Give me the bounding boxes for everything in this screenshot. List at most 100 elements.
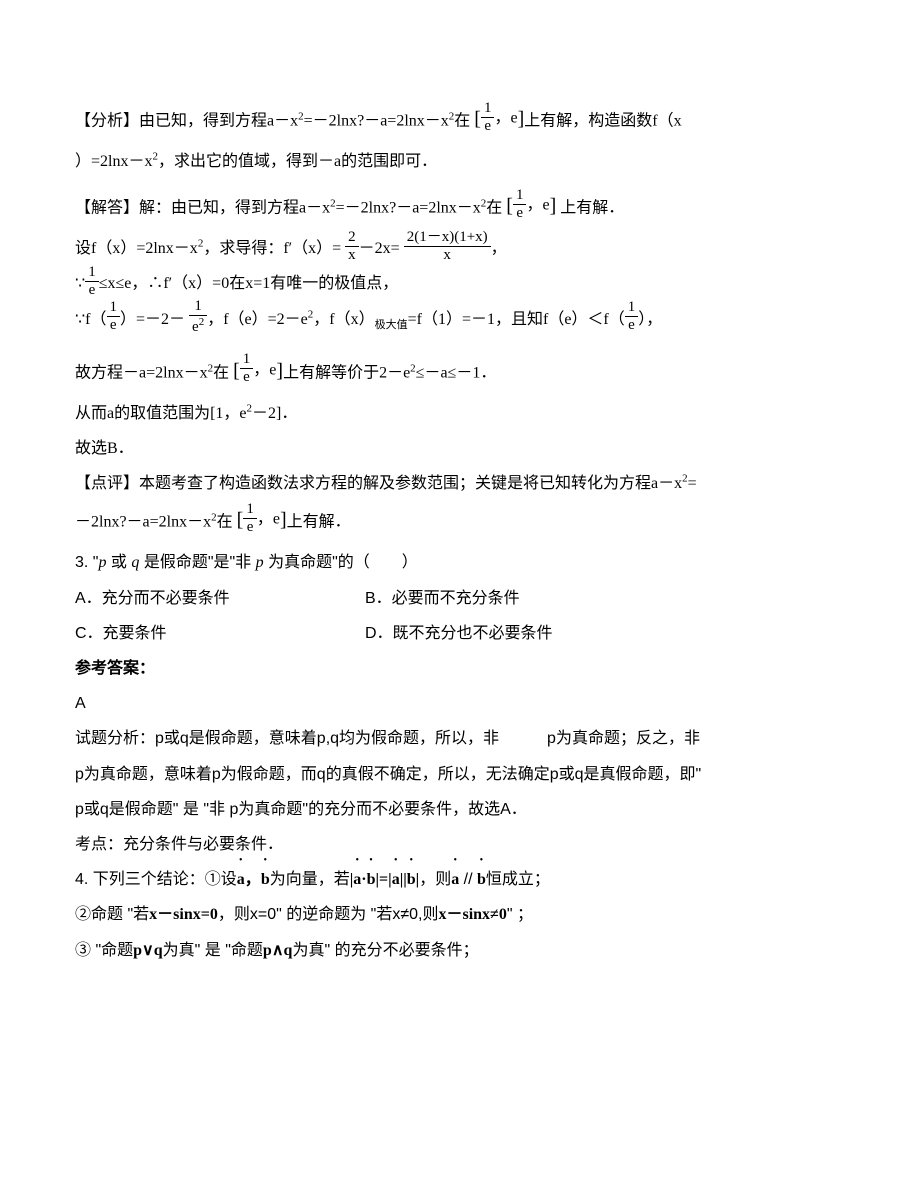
lbracket: [ <box>237 509 244 531</box>
frac-1-e: 1e <box>243 502 257 535</box>
text: ， <box>491 240 507 257</box>
q4-line1: 4. 下列三个结论：①设a，b为向量，若|a·b|=|a||b|，则a // b… <box>75 862 845 897</box>
numerator: 1 <box>85 265 99 282</box>
text: ，求导得：f′（x）= <box>203 240 341 257</box>
q4-line2: ②命题 "若x－sinx=0，则x=0" 的逆命题为 "若x≠0,则x－sinx… <box>75 897 845 932</box>
comma: ， <box>253 362 269 379</box>
vec-b: b <box>261 862 270 897</box>
text: ≤－a≤－1． <box>416 365 497 382</box>
comma: ， <box>494 110 510 127</box>
numerator: 1 <box>481 101 495 118</box>
q3-expl-1: 试题分析：p或q是假命题，意味着p,q均为假命题，所以，非 p为真命题；反之，非 <box>75 721 845 756</box>
solve-para-1: 【解答】解：由已知，得到方程a－x2=－2lnx?－a=2lnx－x2在 [1e… <box>75 187 845 231</box>
review-label: 【点评】 <box>75 475 139 492</box>
text: 上有解． <box>560 200 624 217</box>
numerator: 1 <box>625 300 639 317</box>
p-var: p <box>256 554 264 571</box>
text: =f（1）=－1，且知f（e）＜f（ <box>408 311 625 328</box>
text: ，f（e）=2－e <box>207 311 308 328</box>
frac-1-e: 1e <box>240 352 254 385</box>
q3-expl-4: 考点：充分条件与必要条件． <box>75 827 845 862</box>
text: －2]． <box>252 405 297 422</box>
sub-max: 极大值 <box>375 319 408 331</box>
text: 3. " <box>75 554 98 571</box>
expr: x－sinx≠0 <box>438 906 506 923</box>
numerator: 1 <box>189 299 207 316</box>
bars: || <box>400 871 407 888</box>
interval: [1e，e] <box>233 349 283 393</box>
comma: ， <box>526 197 542 214</box>
q3-opts-row1: A．充分而不必要条件 B．必要而不充分条件 <box>75 581 845 616</box>
text: " ； <box>507 906 533 923</box>
q3-expl-3: p或q是假命题" 是 "非 p为真命题"的充分而不必要条件，故选A． <box>75 792 845 827</box>
text: 在 <box>486 200 502 217</box>
vec-a: a <box>451 862 459 897</box>
q3-stem: 3. "p 或 q 是假命题"是"非 p 为真命题"的（ ） <box>75 545 845 580</box>
lbracket: [ <box>506 195 513 217</box>
text: 从而a的取值范围为[1，e <box>75 405 247 422</box>
text: ，f（x） <box>313 311 374 328</box>
p-or-q: p∨q <box>133 942 163 959</box>
text: －2x= <box>359 240 400 257</box>
q3-answer: A <box>75 686 845 721</box>
solve-para-7: 故选B． <box>75 431 845 466</box>
parallel: // <box>459 871 477 888</box>
document-page: 【分析】由已知，得到方程a－x2=－2lnx?－a=2lnx－x2在 [1e，e… <box>0 0 920 1191</box>
text: 或 <box>106 554 131 571</box>
q4-line3: ③ "命题p∨q为真" 是 "命题p∧q为真" 的充分不必要条件； <box>75 933 845 968</box>
text: 本题考查了构造函数法求方程的解及参数范围；关键是将已知转化为方程a－x <box>139 475 682 492</box>
solve-para-4: ∵f（1e）=－2－ 1e2，f（e）=2－e2，f（x）极大值=f（1）=－1… <box>75 302 845 338</box>
e: e <box>273 511 280 528</box>
numerator: 2(1－x)(1+x) <box>404 230 491 247</box>
solve-para-3: ∵1e≤x≤e，∴f′（x）=0在x=1有唯一的极值点， <box>75 266 845 301</box>
comma: ， <box>257 511 273 528</box>
numerator: 1 <box>107 300 121 317</box>
frac-1-e: 1e <box>625 300 639 333</box>
text: 为真" 的充分不必要条件； <box>292 942 478 959</box>
vec-a: a <box>237 862 245 897</box>
numerator: 1 <box>243 502 257 519</box>
q3-opt-d: D．既不充分也不必要条件 <box>365 616 553 651</box>
text: ③ "命题 <box>75 942 133 959</box>
text: 上有解等价于2－e <box>283 365 410 382</box>
text: －2lnx?－a=2lnx－x <box>75 514 211 531</box>
sep: ， <box>245 871 261 888</box>
review-para-2: －2lnx?－a=2lnx－x2在 [1e，e] 上有解． <box>75 501 845 545</box>
expr: x－sinx=0 <box>149 906 218 923</box>
text: ≤x≤e，∴f′（x）=0在x=1有唯一的极值点， <box>99 275 399 292</box>
answer-label: 参考答案： <box>75 651 845 686</box>
frac-1-e: 1e <box>513 188 527 221</box>
text: 故方程－a=2lnx－x <box>75 365 208 382</box>
text: 在 <box>217 514 233 531</box>
lbracket: [ <box>474 108 481 130</box>
q3-opts-row2: C．充要条件 D．既不充分也不必要条件 <box>75 616 845 651</box>
numerator: 2 <box>345 230 359 247</box>
solve-para-2: 设f（x）=2lnx－x2，求导得：f′（x）= 2x－2x= 2(1－x)(1… <box>75 231 845 266</box>
denominator: e <box>107 317 121 333</box>
text: 为真命题"的（ ） <box>264 554 418 571</box>
denominator: e <box>625 317 639 333</box>
e: e <box>542 197 549 214</box>
analysis-para-1: 【分析】由已知，得到方程a－x2=－2lnx?－a=2lnx－x2在 [1e，e… <box>75 100 845 144</box>
analysis-label: 【分析】 <box>75 113 139 130</box>
text: 为真" 是 "命题 <box>163 942 263 959</box>
spacer <box>75 179 845 187</box>
text: 故选B． <box>75 440 134 457</box>
vec-a: a <box>392 862 400 897</box>
text: =－2lnx?－a=2lnx－x <box>336 200 481 217</box>
denominator: e <box>240 369 254 385</box>
q3-opt-a: A．充分而不必要条件 <box>75 581 365 616</box>
q3-expl-2: p为真命题，意味着p为假命题，而q的真假不确定，所以，无法确定p或q是真假命题，… <box>75 757 845 792</box>
text: ，则 <box>419 871 451 888</box>
sup-2: 2 <box>199 316 205 328</box>
rbracket: ] <box>276 360 283 382</box>
frac-factored: 2(1－x)(1+x)x <box>404 230 491 263</box>
text: ）， <box>638 311 662 328</box>
denominator: e <box>85 282 99 298</box>
numerator: 1 <box>513 188 527 205</box>
frac-1-e2: 1e2 <box>189 299 207 335</box>
eq: = <box>379 871 388 888</box>
text: 4. 下列三个结论：①设 <box>75 871 237 888</box>
vec-b: b <box>477 862 486 897</box>
rbracket: ] <box>518 108 525 130</box>
